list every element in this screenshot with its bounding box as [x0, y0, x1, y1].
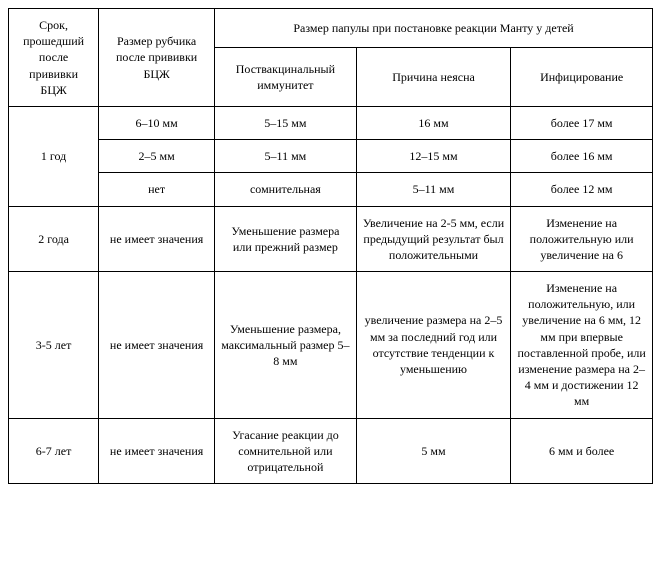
table-row: 6-7 лет не имеет значения Угасание реакц…	[9, 418, 653, 484]
cell-unclear: 16 мм	[356, 106, 511, 139]
header-infection: Инфицирование	[511, 48, 653, 107]
table-row: 2–5 мм 5–11 мм 12–15 мм более 16 мм	[9, 140, 653, 173]
header-papule-group: Размер папулы при постановке реакции Ман…	[215, 9, 653, 48]
cell-unclear: 12–15 мм	[356, 140, 511, 173]
header-period: Срок, прошедший после прививки БЦЖ	[9, 9, 99, 107]
cell-infection: Изменение на положительную или увеличени…	[511, 206, 653, 272]
mantoux-reaction-table: Срок, прошедший после прививки БЦЖ Разме…	[8, 8, 653, 484]
cell-postvac: Уменьшение размера, максимальный размер …	[215, 272, 357, 419]
cell-period: 2 года	[9, 206, 99, 272]
cell-infection: более 12 мм	[511, 173, 653, 206]
cell-scar: 2–5 мм	[99, 140, 215, 173]
cell-period: 3-5 лет	[9, 272, 99, 419]
cell-period: 6-7 лет	[9, 418, 99, 484]
cell-unclear: 5 мм	[356, 418, 511, 484]
cell-postvac: Уменьшение размера или прежний размер	[215, 206, 357, 272]
table-row: 1 год 6–10 мм 5–15 мм 16 мм более 17 мм	[9, 106, 653, 139]
table-row: нет сомнительная 5–11 мм более 12 мм	[9, 173, 653, 206]
cell-postvac: 5–11 мм	[215, 140, 357, 173]
table-row: 3-5 лет не имеет значения Уменьшение раз…	[9, 272, 653, 419]
header-postvac: Поствакцинальный иммунитет	[215, 48, 357, 107]
cell-scar: не имеет значения	[99, 206, 215, 272]
cell-scar: нет	[99, 173, 215, 206]
cell-unclear: Увеличение на 2-5 мм, если предыдущий ре…	[356, 206, 511, 272]
cell-postvac: сомнительная	[215, 173, 357, 206]
cell-scar: 6–10 мм	[99, 106, 215, 139]
cell-unclear: увеличение размера на 2–5 мм за последни…	[356, 272, 511, 419]
header-scar: Размер рубчика после прививки БЦЖ	[99, 9, 215, 107]
cell-infection: Изменение на положительную, или увеличен…	[511, 272, 653, 419]
cell-scar: не имеет значения	[99, 272, 215, 419]
cell-scar: не имеет значения	[99, 418, 215, 484]
cell-period: 1 год	[9, 106, 99, 206]
cell-infection: более 17 мм	[511, 106, 653, 139]
cell-unclear: 5–11 мм	[356, 173, 511, 206]
cell-postvac: Угасание реакции до сомнительной или отр…	[215, 418, 357, 484]
cell-postvac: 5–15 мм	[215, 106, 357, 139]
table-row: 2 года не имеет значения Уменьшение разм…	[9, 206, 653, 272]
header-unclear: Причина неясна	[356, 48, 511, 107]
cell-infection: более 16 мм	[511, 140, 653, 173]
cell-infection: 6 мм и более	[511, 418, 653, 484]
